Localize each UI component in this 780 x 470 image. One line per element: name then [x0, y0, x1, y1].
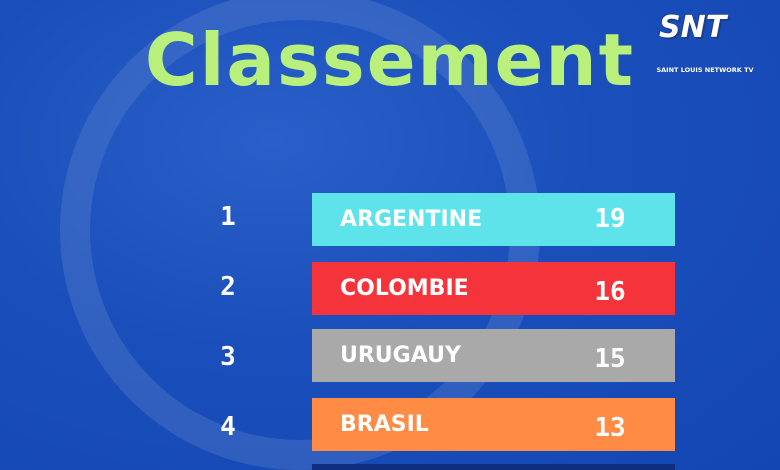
title: Classement — [144, 18, 636, 102]
team: BRASIL — [340, 412, 429, 437]
ranking-row-partial — [312, 464, 675, 470]
points: 15 — [594, 344, 626, 374]
rank: 4 — [220, 412, 236, 442]
logo-text: SNT — [659, 10, 727, 45]
rank: 1 — [220, 202, 236, 232]
logo: SNT SAINT LOUIS NETWORK TV — [655, 8, 755, 88]
rank: 2 — [220, 272, 236, 302]
logo-subtitle: SAINT LOUIS NETWORK TV — [656, 66, 754, 74]
ranking-row: COLOMBIE 16 — [312, 262, 675, 315]
ranking-row: URUGAUY 15 — [312, 329, 675, 382]
ranking-row: BRASIL 13 — [312, 398, 675, 451]
points: 19 — [594, 204, 626, 234]
rank: 3 — [220, 342, 236, 372]
points: 16 — [594, 277, 626, 307]
team: URUGAUY — [340, 343, 461, 368]
team: ARGENTINE — [340, 207, 483, 232]
points: 13 — [594, 413, 626, 443]
team: COLOMBIE — [340, 276, 469, 301]
ranking-row: ARGENTINE 19 — [312, 193, 675, 246]
